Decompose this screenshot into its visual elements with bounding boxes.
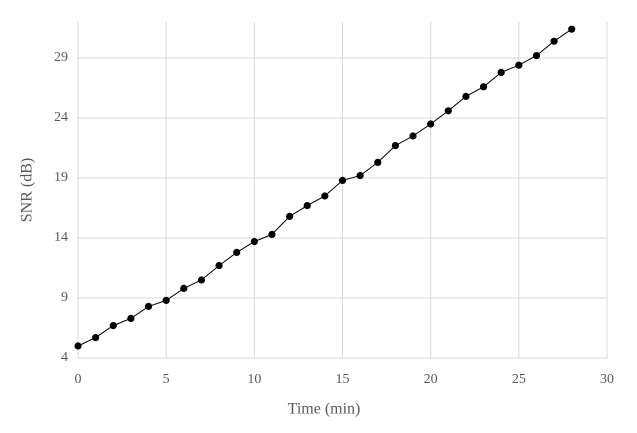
x-tick-label: 20 [424, 372, 438, 387]
y-tick-label: 19 [54, 170, 68, 185]
data-point [268, 230, 276, 238]
x-tick-label: 10 [247, 372, 261, 387]
data-point [479, 83, 488, 91]
data-point [109, 322, 117, 330]
data-point [550, 37, 558, 45]
y-tick-label: 24 [54, 110, 68, 125]
data-point [233, 248, 241, 256]
y-axis-label: SNR (dB) [19, 158, 36, 222]
x-tick-label: 30 [600, 372, 614, 387]
y-tick-label: 9 [61, 290, 68, 305]
x-axis-label: Time (min) [288, 401, 361, 418]
data-point [462, 92, 470, 100]
data-point [215, 262, 223, 270]
data-point [303, 202, 311, 210]
data-point [427, 120, 435, 128]
x-tick-label: 0 [75, 372, 82, 387]
data-point [356, 172, 364, 180]
data-point [127, 314, 135, 322]
data-point [532, 52, 541, 60]
data-point [374, 158, 382, 166]
data-point [286, 212, 294, 220]
data-point [515, 61, 523, 69]
data-point [321, 192, 329, 200]
data-point [568, 25, 576, 33]
data-point [144, 302, 153, 310]
x-tick-label: 25 [512, 372, 526, 387]
data-point [338, 176, 347, 184]
data-point [409, 132, 417, 140]
data-point [92, 334, 100, 342]
data-point [197, 276, 206, 284]
data-point [74, 342, 82, 350]
y-tick-label: 4 [61, 350, 68, 365]
data-point [497, 68, 505, 76]
x-tick-label: 5 [163, 372, 170, 387]
y-tick-label: 14 [54, 230, 68, 245]
data-point [391, 142, 399, 150]
x-tick-label: 15 [336, 372, 350, 387]
data-point [162, 296, 170, 304]
data-point [180, 284, 188, 292]
y-tick-label: 29 [54, 50, 68, 65]
data-point [444, 107, 452, 115]
data-point [250, 238, 258, 246]
